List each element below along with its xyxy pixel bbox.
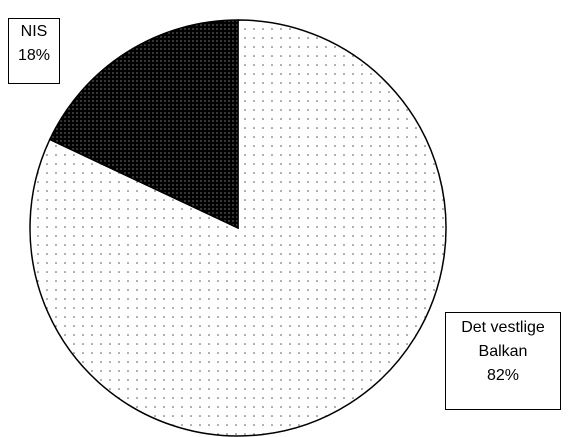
slice-percent-nis: 18% xyxy=(17,47,51,64)
slice-name-line-1-det-vestlige-balkan: Det vestlige xyxy=(461,319,545,336)
slice-nis xyxy=(48,19,239,230)
slice-name-nis: NIS xyxy=(20,23,48,40)
slice-label-nis: NIS 18% xyxy=(8,18,60,84)
slice-label-det-vestlige-balkan: Det vestlige Balkan 82% xyxy=(445,312,561,410)
slice-name-line-2-det-vestlige-balkan: Balkan xyxy=(478,343,528,360)
slice-percent-det-vestlige-balkan: 82% xyxy=(486,367,520,384)
